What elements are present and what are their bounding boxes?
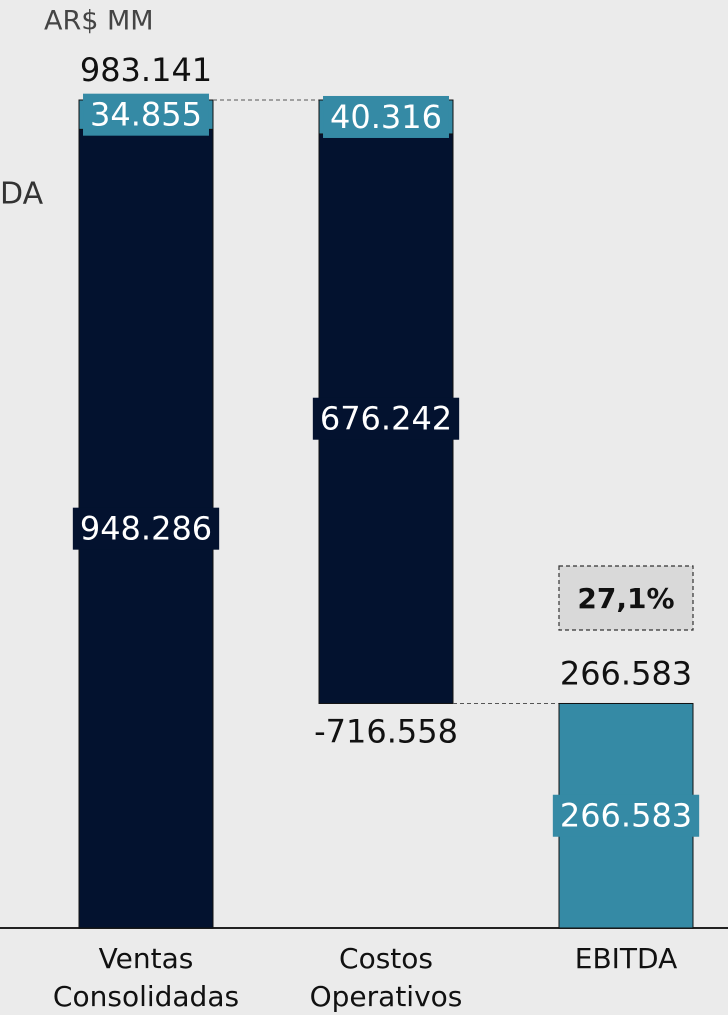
segment-label: 34.855 [90,96,202,134]
segment-label: 266.583 [560,797,692,835]
unit-label: AR$ MM [44,6,154,37]
segment-label: 40.316 [330,98,442,136]
x-tick-label: Consolidadas [53,980,239,1013]
label-background [83,93,209,136]
segment-label: 948.286 [80,510,212,548]
side-label: DA [0,177,44,212]
x-tick-label: EBITDA [575,942,677,975]
x-tick-label: Costos [339,942,433,975]
margin-box [558,565,694,631]
total-label: -716.558 [314,712,458,750]
total-label: 983.141 [80,51,212,89]
x-tick-label: Operativos [310,980,463,1013]
margin-label: 27,1% [577,582,674,615]
segment-label: 676.242 [320,400,452,438]
label-background [552,794,700,837]
x-tick-label: Ventas [99,942,194,975]
label-background [323,95,449,138]
total-label: 266.583 [560,654,692,692]
label-background [312,397,460,440]
label-background [72,507,220,550]
